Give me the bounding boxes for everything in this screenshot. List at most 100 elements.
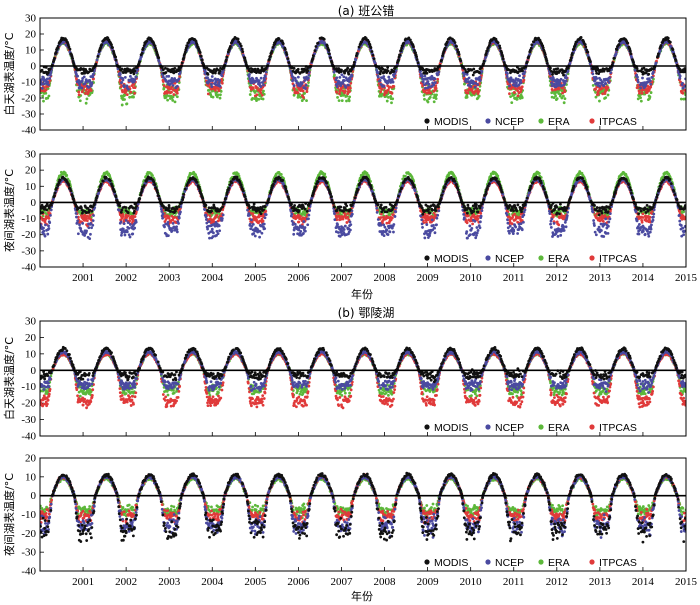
data-point: [210, 75, 214, 78]
data-point: [457, 52, 461, 56]
data-point: [141, 46, 145, 50]
x-tick-label: 2001: [72, 272, 94, 284]
data-point: [303, 79, 306, 82]
data-point: [588, 60, 592, 63]
data-point: [120, 81, 124, 84]
x-tick-label: 2009: [417, 272, 440, 284]
data-point: [299, 89, 303, 93]
data-point: [48, 76, 52, 80]
data-point: [545, 59, 549, 63]
data-point: [338, 76, 342, 79]
data-point: [389, 94, 393, 98]
data-point: [608, 76, 611, 80]
data-point: [161, 80, 165, 83]
data-point: [607, 81, 611, 84]
data-point: [80, 86, 84, 90]
data-point: [255, 86, 259, 90]
data-point: [83, 92, 87, 95]
data-point: [118, 73, 122, 76]
data-point: [473, 85, 477, 89]
data-point: [425, 71, 429, 75]
data-point: [225, 55, 229, 59]
data-point: [132, 95, 135, 99]
data-point: [346, 92, 350, 96]
data-point: [240, 47, 244, 51]
data-point: [376, 75, 380, 79]
data-point: [47, 94, 51, 98]
data-point: [564, 79, 568, 83]
data-point: [346, 66, 350, 70]
data-point: [420, 75, 424, 79]
x-tick-label: 2002: [115, 272, 137, 284]
data-point: [555, 97, 559, 101]
data-point: [681, 91, 685, 95]
data-point: [327, 49, 331, 52]
data-point: [185, 45, 189, 48]
data-point: [455, 44, 458, 48]
data-point: [496, 41, 500, 45]
data-point: [428, 95, 432, 99]
data-point: [166, 98, 170, 102]
data-point: [355, 52, 359, 55]
data-point: [133, 86, 137, 90]
data-point: [48, 67, 52, 71]
data-point: [415, 55, 418, 59]
y-tick-label: -30: [21, 245, 36, 257]
data-point: [348, 95, 352, 99]
data-point: [165, 93, 169, 97]
data-point: [666, 36, 670, 40]
data-point: [344, 85, 348, 89]
data-point: [423, 86, 427, 90]
data-point: [387, 88, 390, 92]
data-point: [519, 78, 523, 82]
scatter-points: [40, 170, 686, 241]
data-point: [416, 61, 420, 65]
data-point: [96, 54, 100, 58]
data-point: [292, 66, 296, 70]
data-point: [206, 73, 210, 76]
data-point: [171, 83, 175, 87]
data-point: [341, 89, 345, 93]
data-point: [522, 78, 526, 82]
data-point: [427, 85, 431, 89]
data-point: [354, 58, 358, 62]
data-point: [352, 60, 356, 64]
data-point: [390, 78, 394, 81]
data-point: [650, 75, 654, 79]
data-point: [421, 80, 425, 84]
data-point: [47, 83, 50, 87]
data-point: [476, 83, 480, 86]
data-point: [171, 98, 175, 102]
data-point: [390, 101, 393, 105]
data-point: [565, 76, 568, 80]
data-point: [515, 97, 519, 101]
data-point: [335, 90, 339, 94]
data-point: [635, 67, 639, 70]
data-point: [259, 91, 263, 95]
data-point: [436, 77, 440, 81]
data-point: [270, 49, 274, 53]
data-point: [478, 79, 482, 82]
data-point: [296, 67, 300, 71]
data-point: [674, 59, 678, 62]
data-point: [648, 95, 652, 99]
data-point: [433, 81, 437, 84]
data-point: [629, 52, 633, 56]
data-point: [311, 56, 315, 60]
data-point: [263, 78, 267, 82]
data-point: [570, 52, 574, 55]
data-point: [213, 88, 217, 92]
data-point: [443, 46, 447, 50]
data-point: [85, 97, 89, 101]
data-point: [307, 81, 310, 84]
data-point: [120, 94, 123, 98]
y-tick-label: 10: [25, 181, 37, 193]
data-point: [71, 57, 74, 60]
data-point: [427, 82, 431, 86]
data-point: [76, 74, 79, 78]
data-point: [121, 78, 125, 82]
x-tick-label: 2008: [374, 272, 397, 284]
data-point: [257, 79, 261, 83]
data-point: [162, 86, 166, 90]
